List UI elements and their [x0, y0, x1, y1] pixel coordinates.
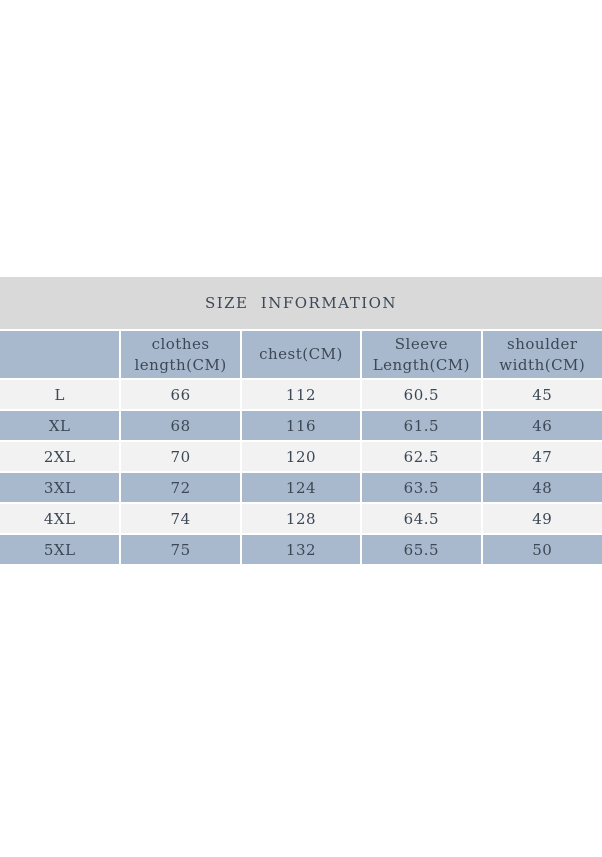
shoulder-width-cell: 46 [480, 409, 602, 442]
clothes-length-cell: 74 [119, 502, 242, 535]
size-row-3xl: 3XL 72 124 63.5 48 [0, 471, 602, 504]
sleeve-length-cell: 62.5 [360, 440, 483, 473]
column-header-sleeve-length: Sleeve Length(CM) [360, 329, 483, 380]
shoulder-width-cell: 45 [480, 378, 602, 411]
chest-cell: 116 [239, 409, 363, 442]
sleeve-length-cell: 63.5 [360, 471, 483, 504]
shoulder-width-cell: 48 [480, 471, 602, 504]
size-row-l: L 66 112 60.5 45 [0, 378, 602, 411]
table-title: SIZE INFORMATION [0, 277, 602, 329]
clothes-length-cell: 72 [119, 471, 242, 504]
sleeve-length-cell: 60.5 [360, 378, 483, 411]
clothes-length-cell: 68 [119, 409, 242, 442]
size-label-cell: 4XL [0, 502, 122, 535]
shoulder-width-cell: 47 [480, 440, 602, 473]
column-header-chest: chest(CM) [239, 329, 363, 380]
chest-cell: 132 [239, 533, 363, 564]
size-table: clothes length(CM) chest(CM) Sleeve Leng… [0, 329, 602, 564]
chest-cell: 120 [239, 440, 363, 473]
header-row: clothes length(CM) chest(CM) Sleeve Leng… [0, 329, 602, 380]
shoulder-width-cell: 50 [480, 533, 602, 564]
column-header-size [0, 329, 122, 380]
clothes-length-cell: 75 [119, 533, 242, 564]
chest-cell: 124 [239, 471, 363, 504]
sleeve-length-cell: 65.5 [360, 533, 483, 564]
size-label-cell: 5XL [0, 533, 122, 564]
clothes-length-cell: 70 [119, 440, 242, 473]
clothes-length-cell: 66 [119, 378, 242, 411]
shoulder-width-cell: 49 [480, 502, 602, 535]
sleeve-length-cell: 64.5 [360, 502, 483, 535]
size-label-cell: XL [0, 409, 122, 442]
chest-cell: 112 [239, 378, 363, 411]
size-row-4xl: 4XL 74 128 64.5 49 [0, 502, 602, 535]
column-header-clothes-length: clothes length(CM) [119, 329, 242, 380]
size-label-cell: 2XL [0, 440, 122, 473]
size-information-section: SIZE INFORMATION clothes length(CM) ches… [0, 277, 602, 564]
column-header-shoulder-width: shoulder width(CM) [480, 329, 602, 380]
size-label-cell: L [0, 378, 122, 411]
size-row-2xl: 2XL 70 120 62.5 47 [0, 440, 602, 473]
size-label-cell: 3XL [0, 471, 122, 504]
chest-cell: 128 [239, 502, 363, 535]
size-row-5xl: 5XL 75 132 65.5 50 [0, 533, 602, 564]
size-row-xl: XL 68 116 61.5 46 [0, 409, 602, 442]
sleeve-length-cell: 61.5 [360, 409, 483, 442]
